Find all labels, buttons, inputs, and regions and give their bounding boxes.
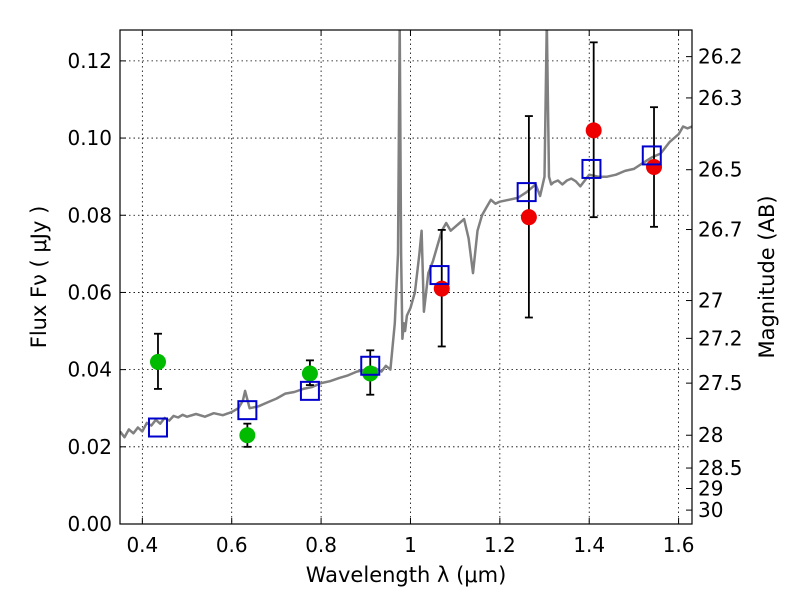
grid-lines (120, 30, 692, 524)
x-tick-label: 0.4 (126, 533, 158, 557)
model-photometry-box (237, 400, 258, 421)
x-tick-label: 1 (404, 533, 417, 557)
y-tick-label: 0.00 (67, 512, 112, 536)
red-data-point (520, 209, 537, 226)
x-tick-label: 1.6 (663, 533, 695, 557)
axis-ticks (120, 30, 692, 525)
x-tick-label: 0.6 (216, 533, 248, 557)
x-axis-title: Wavelength λ (μm) (306, 563, 507, 587)
plot-frame (119, 29, 693, 525)
model-photometry-box (516, 182, 537, 203)
green-data-point (362, 365, 379, 382)
y-axis-title: Flux Fν ( μJy ) (27, 206, 51, 349)
red-data-point (646, 159, 663, 176)
model-spectrum-line (120, 30, 692, 439)
red-data-point (433, 280, 450, 297)
mag-tick-label: 26.7 (698, 218, 743, 242)
mag-tick-label: 27.2 (698, 326, 743, 350)
model-photometry-box (360, 355, 381, 376)
y-tick-label: 0.10 (67, 126, 112, 150)
x-tick-labels: 0.4 0.6 0.8 1 1.2 1.4 1.6 (126, 533, 694, 557)
mag-tick-label: 26.3 (698, 86, 743, 110)
x-tick-label: 1.4 (573, 533, 605, 557)
green-data-point (149, 353, 166, 370)
model-photometry-box (299, 380, 320, 401)
red-data-point (585, 122, 602, 139)
model-photometry-box (429, 265, 450, 286)
model-photometry-box (147, 417, 168, 438)
y-tick-label: 0.08 (67, 203, 112, 227)
mag-tick-label: 26.2 (698, 45, 743, 69)
mag-tick-label: 28.5 (698, 456, 743, 480)
model-photometry-box (641, 145, 662, 166)
x-tick-label: 1.2 (484, 533, 516, 557)
mag-tick-label: 27 (698, 289, 723, 313)
green-data-point (301, 365, 318, 382)
mag-tick-label: 28 (698, 423, 723, 447)
mag-tick-label: 30 (698, 498, 723, 522)
mag-tick-label: 26.5 (698, 158, 743, 182)
mag-tick-label: 27.5 (698, 371, 743, 395)
model-photometry-box (581, 158, 602, 179)
y-tick-label: 0.02 (67, 435, 112, 459)
x-tick-label: 0.8 (305, 533, 337, 557)
y-tick-labels: 0.00 0.02 0.04 0.06 0.08 0.10 0.12 (67, 49, 112, 536)
y-tick-label: 0.12 (67, 49, 112, 73)
green-data-point (239, 427, 256, 444)
y-tick-label: 0.04 (67, 358, 112, 382)
y-tick-label: 0.06 (67, 280, 112, 304)
mag-tick-label: 29 (698, 476, 723, 500)
y2-axis-title: Magnitude (AB) (755, 195, 779, 358)
model-photometry-boxes (147, 145, 662, 438)
data-points (149, 122, 663, 444)
